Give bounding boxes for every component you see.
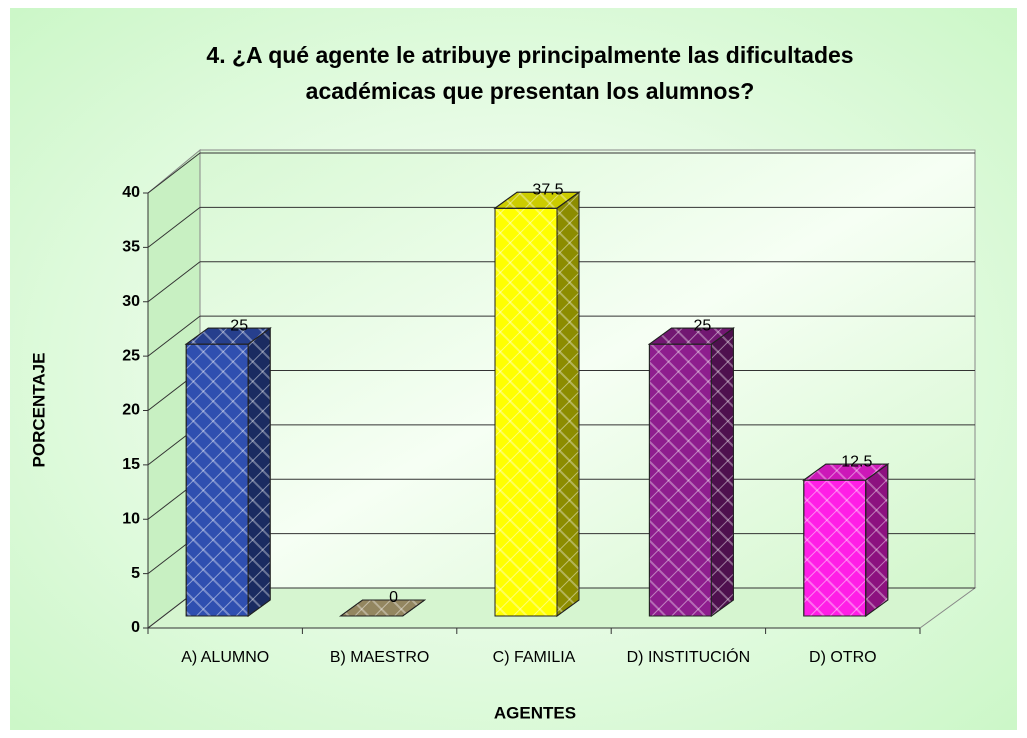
bar <box>493 191 581 617</box>
bar-side-pattern <box>556 191 580 617</box>
y-tick-label: 20 <box>122 402 140 419</box>
y-tick-label: 10 <box>122 510 140 527</box>
bar <box>647 327 735 617</box>
y-tick-label: 15 <box>122 456 140 473</box>
value-label: 37.5 <box>532 181 563 198</box>
x-tick-label: D) OTRO <box>809 649 877 666</box>
bar-side-pattern <box>247 327 271 617</box>
x-tick-label: B) MAESTRO <box>330 649 430 666</box>
value-label: 25 <box>230 317 248 334</box>
x-tick-label: C) FAMILIA <box>493 649 576 666</box>
grid-line <box>147 315 201 357</box>
value-label: 0 <box>389 589 398 606</box>
grid-line <box>147 206 201 248</box>
y-tick-label: 35 <box>122 239 140 256</box>
bar-front-pattern <box>494 207 558 617</box>
x-axis-label: AGENTES <box>494 703 576 722</box>
bar-top-pattern <box>339 599 427 617</box>
bar-top-pattern <box>493 191 581 209</box>
bar-top-pattern <box>184 327 272 345</box>
y-tick-label: 0 <box>131 619 140 636</box>
value-label: 12.5 <box>841 453 872 470</box>
bar <box>802 463 890 617</box>
value-label: 25 <box>694 317 712 334</box>
bar-front-pattern <box>185 343 249 617</box>
bar-front-pattern <box>803 479 867 617</box>
bar <box>184 327 272 617</box>
x-tick-label: A) ALUMNO <box>181 649 269 666</box>
y-axis-label: PORCENTAJE <box>29 353 48 468</box>
chart-title: académicas que presentan los alumnos? <box>306 78 755 104</box>
bar-front-pattern <box>648 343 712 617</box>
bar-top-pattern <box>647 327 735 345</box>
y-tick-label: 40 <box>122 184 140 201</box>
bar <box>339 599 427 617</box>
x-tick-label: D) INSTITUCIÓN <box>627 647 751 666</box>
bar-side-pattern <box>710 327 734 617</box>
grid-line <box>147 152 201 194</box>
bar-side-pattern <box>865 463 889 617</box>
y-tick-label: 30 <box>122 293 140 310</box>
bar-top-pattern <box>802 463 890 481</box>
y-tick-label: 5 <box>131 565 140 582</box>
grid-line <box>147 261 201 303</box>
y-tick-label: 25 <box>122 347 140 364</box>
chart-title: 4. ¿A qué agente le atribuye principalme… <box>206 42 853 68</box>
